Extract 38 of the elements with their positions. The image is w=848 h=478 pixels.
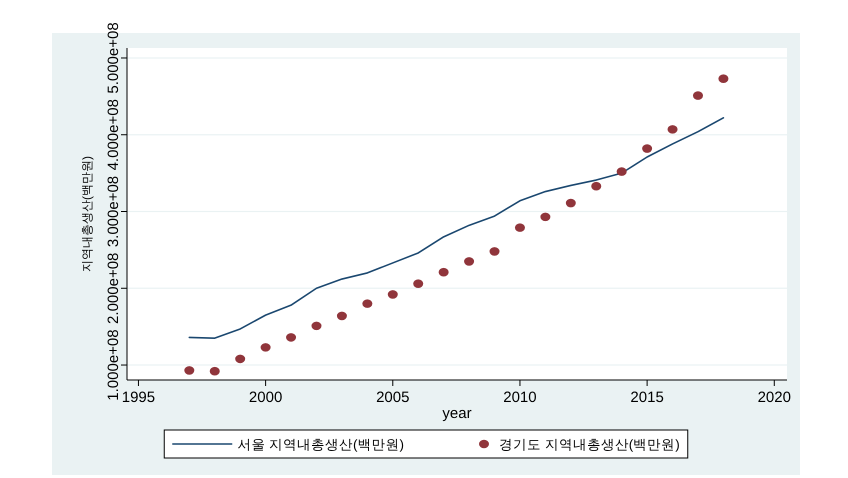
point [514, 223, 525, 232]
point [718, 74, 728, 84]
point [413, 279, 424, 288]
x-axis-title: year [442, 405, 472, 422]
legend-label: 경기도 지역내총생산(백만원) [499, 437, 680, 452]
y-tick-label: 2.000e+08 [105, 252, 122, 324]
point [438, 268, 449, 276]
point [616, 167, 627, 176]
x-tick-label: 2015 [630, 389, 664, 406]
point [210, 366, 220, 376]
point [260, 343, 271, 352]
point [692, 91, 703, 100]
point [566, 198, 576, 208]
point [336, 312, 347, 320]
x-tick-label: 1995 [122, 389, 156, 406]
x-tick-label: 2000 [248, 389, 282, 406]
point [184, 366, 194, 375]
y-tick-label: 4.000e+08 [105, 99, 122, 170]
point [464, 257, 474, 266]
x-tick-label: 2010 [503, 389, 537, 406]
y-axis-title: 지역내총생산(백만원) [80, 156, 94, 272]
point [235, 354, 246, 364]
line-series [188, 117, 724, 339]
y-tick-label: 1.000e+08 [105, 329, 122, 401]
point [490, 247, 500, 256]
point [668, 125, 678, 134]
y-tick-label: 3.000e+08 [105, 176, 122, 248]
point [362, 299, 372, 308]
point [311, 322, 322, 330]
legend-label: 서울 지역내총생산(백만원) [237, 437, 404, 452]
x-tick-label: 2020 [758, 389, 791, 406]
point [286, 333, 296, 342]
point [591, 182, 602, 190]
x-tick-label: 2005 [376, 389, 410, 406]
point [540, 212, 550, 222]
point [642, 144, 652, 153]
y-tick-label: 5.000e+08 [105, 22, 122, 94]
point [388, 290, 398, 299]
